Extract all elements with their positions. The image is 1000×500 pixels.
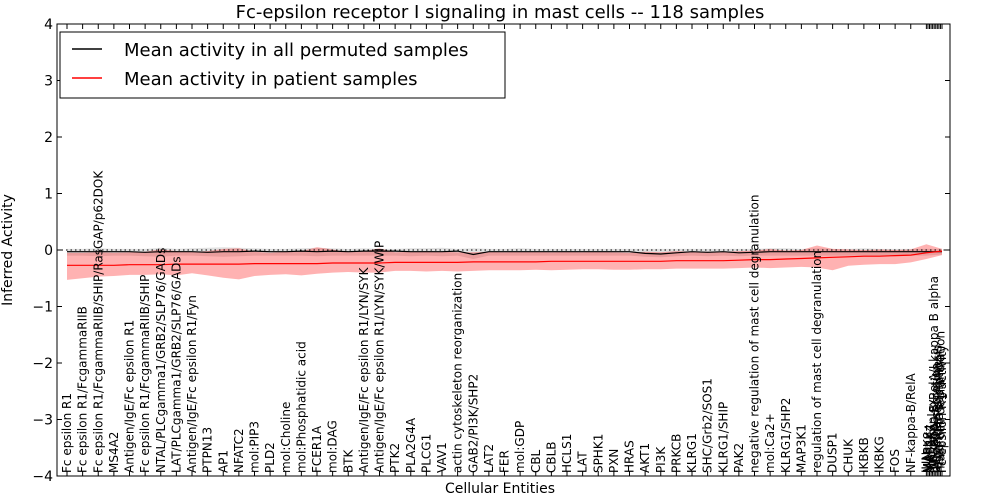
x-tick-label: NF-kappa-B/RelA <box>904 372 918 473</box>
x-tick-label: MAP2K7 <box>924 424 938 473</box>
x-tick-label: Antigen/IgE/Fc epsilon R1/Fyn <box>185 295 199 473</box>
y-tick-label: −4 <box>32 469 53 485</box>
x-tick-label: PLA2G4A <box>404 417 418 473</box>
y-tick-label: 0 <box>44 243 53 259</box>
x-tick-label: actin cytoskeleton reorganization <box>451 273 465 473</box>
x-tick-label: IKBKG <box>873 436 887 473</box>
y-tick-label: 4 <box>44 17 53 33</box>
x-tick-label: Antigen/IgE/Fc epsilon R1/LYN/SYK/WIP <box>373 241 387 473</box>
x-tick-label: CBL <box>529 449 543 473</box>
x-tick-label: PTPN13 <box>201 427 215 473</box>
x-tick-label: IKK complex <box>926 399 940 473</box>
y-tick-label: −2 <box>32 356 53 372</box>
x-tick-label: KLRG1/SHP2 <box>779 398 793 473</box>
x-tick-label: NTAL/PLCgamma1/GRB2/SLP76/GADs <box>154 248 168 473</box>
x-tick-label: Fc epsilon R1 activity <box>935 345 949 473</box>
y-tick-label: 2 <box>44 130 53 146</box>
x-tick-label: PLD2 <box>263 442 277 473</box>
x-tick-label: PI3K <box>654 446 668 473</box>
x-tick-label: cytokine secretion <box>929 363 943 473</box>
x-tick-label: IKBKB <box>857 437 871 473</box>
x-tick-label: mol:Ca2+ <box>763 413 777 473</box>
x-tick-label: KLRG1 <box>685 433 699 473</box>
x-tick-label: negative regulation of mast cell degranu… <box>748 194 762 473</box>
y-axis-ticks: −4 −3 −2 −1 0 1 2 3 4 <box>32 17 950 485</box>
series-lines <box>67 250 943 266</box>
x-tick-label: HRAS <box>623 440 637 473</box>
x-tick-label: Antigen/IgE/Fc epsilon R1/LYN/SYK <box>357 266 371 473</box>
x-tick-label: regulation of mast cell degranulation <box>810 251 824 473</box>
x-tick-label: PLCG1 <box>419 434 433 473</box>
legend-box <box>59 31 506 99</box>
x-tick-label: NFATC2 <box>232 428 246 473</box>
x-tick-label: LAT <box>576 451 590 473</box>
x-tick-label: Fc epsilon R1/FcgammaRIIB/SHIP <box>138 275 152 473</box>
x-tick-label: HCLS1 <box>560 434 574 473</box>
x-tick-label: mol:Choline <box>279 402 293 473</box>
x-tick-label: DUSP1 <box>826 432 840 473</box>
series-line-patient <box>67 250 943 266</box>
x-tick-label: AKT1 <box>638 443 652 473</box>
x-tick-label: PAK2 <box>732 443 746 473</box>
x-tick-label: mast cell degranulation <box>933 331 947 473</box>
x-tick-label: CBLB <box>544 441 558 473</box>
legend: Mean activity in all permuted samples Me… <box>59 31 506 99</box>
y-tick-label: 1 <box>44 187 53 203</box>
x-axis-tick-labels: Fc epsilon R1 Fc epsilon R1/FcgammaRIIB Fc… <box>60 170 949 474</box>
x-tick-label: MS4A2 <box>107 432 121 473</box>
x-tick-label: FCER1A <box>310 425 324 473</box>
x-tick-label: MAP3K1 <box>794 424 808 473</box>
series-line-permuted <box>67 250 942 256</box>
y-tick-label: 3 <box>44 74 53 90</box>
x-tick-label: LAT2 <box>482 444 496 473</box>
y-tick-label: −1 <box>32 300 53 316</box>
x-tick-label: NF-kappa-B/RelA/I kappa B alpha <box>927 276 941 473</box>
x-tick-label: MAPK8 <box>921 432 935 473</box>
x-tick-label: AP1 <box>216 450 230 473</box>
x-tick-label: BTK <box>341 448 355 473</box>
x-tick-label: leukotriene synthesis <box>930 345 944 473</box>
x-tick-label: FOS <box>888 449 902 473</box>
x-tick-label: JUN <box>919 452 933 474</box>
x-tick-label: LAT/PLCgamma1/GRB2/SLP76/GADs <box>169 256 183 473</box>
legend-label-patient: Mean activity in patient samples <box>124 69 418 90</box>
y-tick-label: −3 <box>32 413 53 429</box>
x-tick-label: Fc epsilon R1/FcgammaRIIB <box>76 306 90 473</box>
x-tick-label: FER <box>498 450 512 473</box>
chart-title: Fc-epsilon receptor I signaling in mast … <box>236 2 765 23</box>
x-tick-label: VAV1 <box>435 442 449 473</box>
x-tick-label: KLRG1/SHIP <box>716 402 730 473</box>
x-tick-label: Antigen/IgE/Fc epsilon R1 <box>123 320 137 473</box>
x-tick-label: PTK2 <box>388 443 402 473</box>
y-axis-label: Inferred Activity <box>0 194 16 306</box>
x-tick-label: mol:GDP <box>513 421 527 473</box>
plot-frame <box>56 23 951 477</box>
x-tick-label: SPHK1 <box>591 434 605 473</box>
x-tick-label: histamine secretion <box>932 355 946 473</box>
x-tick-label: MAP2K4 <box>923 424 937 473</box>
x-tick-label: mol:PIP3 <box>248 421 262 473</box>
x-axis-ticks <box>66 24 943 476</box>
x-axis-label: Cellular Entities <box>445 481 555 497</box>
x-tick-label: Fc epsilon R1 <box>60 393 74 473</box>
x-tick-label: Fc epsilon R1/FcgammaRIIB/SHIP/RasGAP/p6… <box>91 170 105 473</box>
x-tick-label: SHC/Grb2/SOS1 <box>701 378 715 473</box>
x-tick-label: GAB2/PI3K/SHP2 <box>466 374 480 473</box>
x-tick-label: mol:DAG <box>326 420 340 473</box>
x-tick-label: PRKCB <box>669 434 683 473</box>
legend-label-permuted: Mean activity in all permuted samples <box>124 40 468 61</box>
x-tick-label: CHUK <box>841 438 855 473</box>
x-tick-label: mol:Phosphatidic acid <box>294 341 308 473</box>
x-tick-label: PXN <box>607 449 621 473</box>
